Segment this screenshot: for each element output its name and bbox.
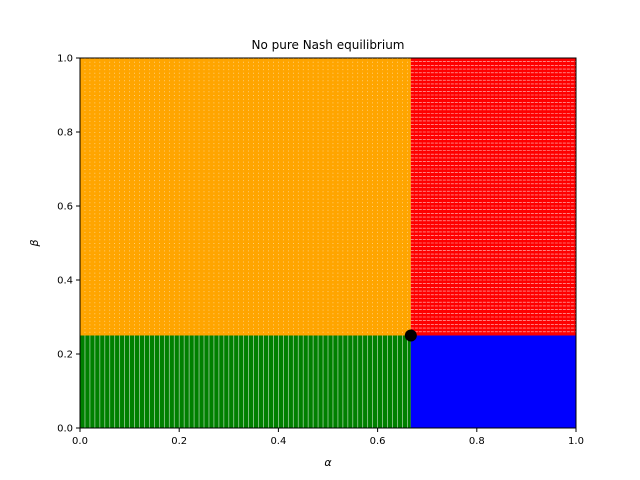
plot-area bbox=[80, 58, 576, 428]
x-tick-label: 0.6 bbox=[370, 436, 386, 447]
region-fill bbox=[410, 335, 576, 428]
region-1 bbox=[410, 58, 576, 336]
x-tick-label: 1.0 bbox=[568, 436, 584, 447]
axes-frame bbox=[79, 57, 577, 429]
x-axis: 0.0 0.2 0.4 0.6 0.8 1.0 bbox=[72, 428, 584, 447]
region-fill bbox=[80, 58, 411, 336]
equilibrium-point bbox=[404, 329, 417, 342]
x-tick-label: 0.4 bbox=[270, 436, 286, 447]
region-fill bbox=[80, 335, 411, 428]
region-2 bbox=[80, 335, 411, 428]
region-fill bbox=[410, 58, 576, 336]
y-tick-label: 1.0 bbox=[57, 54, 73, 65]
y-tick-label: 0.2 bbox=[57, 350, 73, 361]
x-tick-label: 0.8 bbox=[469, 436, 485, 447]
region-0 bbox=[80, 58, 411, 336]
x-axis-label: α bbox=[324, 456, 332, 469]
y-tick-label: 0.0 bbox=[57, 424, 73, 435]
region-3 bbox=[410, 335, 576, 428]
y-tick-label: 0.8 bbox=[57, 128, 73, 139]
y-axis: 0.0 0.2 0.4 0.6 0.8 1.0 bbox=[57, 54, 80, 435]
x-tick-label: 0.0 bbox=[72, 436, 88, 447]
y-tick-label: 0.6 bbox=[57, 202, 73, 213]
chart-title: No pure Nash equilibrium bbox=[251, 38, 404, 52]
y-axis-label: β bbox=[28, 239, 41, 247]
y-tick-label: 0.4 bbox=[57, 276, 73, 287]
x-tick-label: 0.2 bbox=[171, 436, 187, 447]
